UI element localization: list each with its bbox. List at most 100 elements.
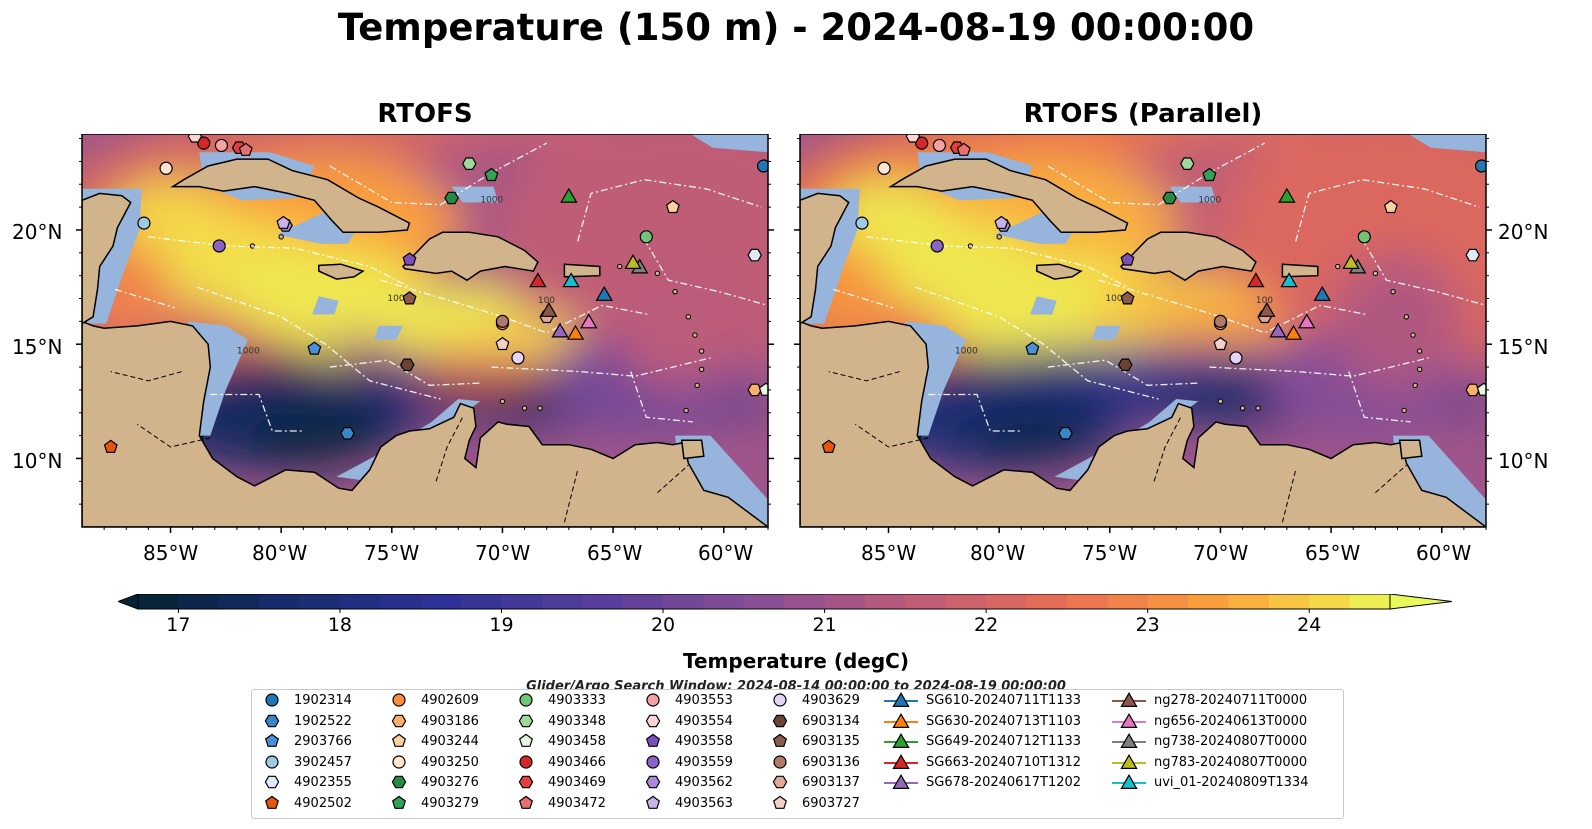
lat-tick-label: 20°N — [1498, 220, 1549, 244]
argo-float-marker[interactable] — [956, 142, 971, 156]
glider-marker[interactable] — [560, 187, 578, 203]
argo-float-marker[interactable] — [1180, 157, 1195, 171]
argo-float-marker[interactable] — [1202, 167, 1217, 182]
circle-marker-icon — [519, 755, 533, 769]
argo-float-marker[interactable] — [1118, 358, 1133, 372]
argo-float-marker[interactable] — [1229, 351, 1243, 365]
argo-float-marker[interactable] — [307, 341, 322, 355]
glider-marker[interactable] — [1342, 253, 1360, 269]
argo-float-marker[interactable] — [1213, 314, 1228, 328]
map-panel-rtofs-parallel[interactable]: 100 100 1000 1000 — [794, 134, 1492, 535]
argo-float-marker[interactable] — [212, 239, 226, 253]
lon-tick-label: 85°W — [861, 541, 917, 565]
legend-label: 2903766 — [294, 733, 352, 749]
argo-float-marker[interactable] — [930, 239, 944, 253]
glider-marker[interactable] — [540, 301, 558, 317]
argo-float-marker[interactable] — [340, 427, 355, 440]
argo-float-marker[interactable] — [639, 230, 653, 244]
hexagon-marker-icon — [391, 714, 407, 728]
argo-float-marker[interactable] — [855, 216, 869, 230]
argo-float-marker[interactable] — [1120, 252, 1135, 266]
argo-float-marker[interactable] — [1465, 383, 1480, 397]
circle-marker-icon — [265, 755, 279, 769]
argo-float-marker[interactable] — [1383, 199, 1398, 214]
argo-float-marker[interactable] — [276, 215, 291, 230]
glider-marker[interactable] — [1247, 272, 1265, 288]
panel-title-rtofs: RTOFS — [377, 99, 473, 129]
legend-entry: 4903554 — [639, 711, 733, 731]
argo-float-marker[interactable] — [994, 215, 1009, 230]
argo-float-marker[interactable] — [1162, 191, 1177, 205]
argo-float-marker[interactable] — [665, 199, 680, 214]
argo-float-marker[interactable] — [511, 351, 525, 365]
glider-marker[interactable] — [1284, 324, 1303, 340]
argo-float-marker[interactable] — [214, 138, 229, 153]
argo-float-marker[interactable] — [1120, 291, 1135, 305]
argo-float-marker[interactable] — [103, 439, 118, 453]
triangle-marker-icon — [1112, 773, 1146, 789]
hexagon-marker-icon — [772, 714, 788, 728]
argo-float-marker[interactable] — [1213, 336, 1228, 351]
argo-float-marker[interactable] — [1465, 248, 1480, 262]
argo-float-marker[interactable] — [159, 161, 173, 175]
glider-marker[interactable] — [566, 324, 585, 340]
argo-float-marker[interactable] — [1058, 427, 1073, 440]
argo-float-marker[interactable] — [402, 291, 417, 305]
argo-float-marker[interactable] — [1025, 341, 1040, 355]
map-panel-rtofs[interactable]: 100 100 1000 1000 — [76, 134, 774, 535]
pentagon-marker-icon — [391, 795, 407, 809]
argo-float-marker[interactable] — [495, 314, 510, 328]
argo-float-marker[interactable] — [462, 157, 477, 171]
pentagon-marker-icon — [772, 795, 788, 809]
argo-float-marker[interactable] — [197, 136, 211, 150]
argo-float-marker[interactable] — [1474, 159, 1488, 173]
argo-float-marker[interactable] — [400, 358, 415, 372]
glider-marker[interactable] — [1278, 187, 1296, 203]
legend-label: ng278-20240711T0000 — [1154, 692, 1308, 708]
argo-float-marker[interactable] — [905, 134, 921, 143]
argo-float-marker[interactable] — [821, 439, 836, 453]
glider-marker[interactable] — [1258, 301, 1276, 317]
argo-float-marker[interactable] — [1357, 230, 1371, 244]
lat-tick-label: 10°N — [12, 449, 63, 473]
glider-marker[interactable] — [529, 272, 547, 288]
argo-float-marker[interactable] — [758, 382, 773, 396]
legend-entry: 1902314 — [258, 690, 352, 710]
glider-marker[interactable] — [551, 322, 569, 338]
circle-marker-icon — [392, 693, 406, 707]
glider-marker[interactable] — [624, 253, 642, 269]
argo-float-marker[interactable] — [137, 216, 151, 230]
glider-marker[interactable] — [1269, 322, 1287, 338]
argo-float-marker[interactable] — [932, 138, 947, 153]
argo-float-marker[interactable] — [1476, 382, 1491, 396]
glider-marker[interactable] — [580, 313, 598, 329]
lon-tick-label: 65°W — [587, 541, 643, 565]
legend-entry: 4903472 — [512, 793, 606, 813]
argo-float-marker[interactable] — [756, 159, 770, 173]
argo-float-marker[interactable] — [747, 383, 762, 397]
triangle-marker-icon — [1112, 753, 1146, 769]
argo-float-marker[interactable] — [747, 248, 762, 262]
legend-label: 4903466 — [548, 754, 606, 770]
argo-float-marker[interactable] — [238, 142, 253, 156]
glider-marker[interactable] — [595, 285, 613, 301]
glider-marker[interactable] — [1313, 285, 1331, 301]
panel-title-rtofs-parallel: RTOFS (Parallel) — [1023, 99, 1263, 129]
glider-marker[interactable] — [1298, 313, 1316, 329]
argo-float-marker[interactable] — [402, 252, 417, 266]
legend-label: 4903559 — [675, 754, 733, 770]
legend-entry: 4903348 — [512, 711, 606, 731]
argo-float-marker[interactable] — [915, 136, 929, 150]
argo-float-marker[interactable] — [484, 167, 499, 182]
argo-float-marker[interactable] — [877, 161, 891, 175]
colorbar-tick-label: 21 — [812, 614, 836, 636]
argo-float-marker[interactable] — [187, 134, 203, 143]
circle-marker-icon — [646, 755, 660, 769]
glider-marker[interactable] — [562, 272, 580, 288]
glider-marker[interactable] — [1280, 272, 1298, 288]
argo-float-marker[interactable] — [444, 191, 459, 205]
colorbar-min-extend — [118, 594, 139, 610]
argo-float-marker[interactable] — [495, 336, 510, 351]
circle-marker-icon — [773, 755, 787, 769]
legend-label: 4903186 — [421, 713, 479, 729]
